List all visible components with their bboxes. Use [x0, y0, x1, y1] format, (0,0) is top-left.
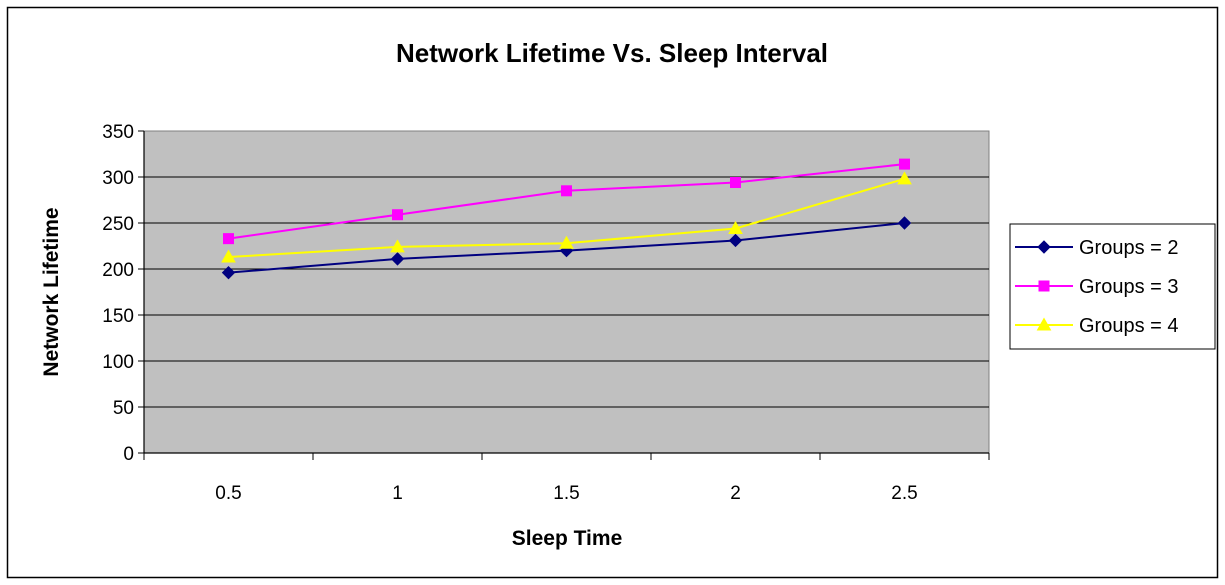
data-point [1038, 280, 1050, 292]
y-tick-label: 200 [102, 260, 134, 281]
legend-label: Groups = 2 [1079, 237, 1179, 259]
axes [138, 130, 990, 460]
x-tick-label: 1 [392, 483, 403, 504]
data-point [392, 209, 403, 221]
y-tick-label: 250 [102, 214, 134, 235]
data-point [559, 235, 574, 249]
plot-area [143, 130, 990, 454]
x-axis-title: Sleep Time [512, 527, 623, 550]
data-point [899, 158, 910, 170]
data-point [897, 171, 912, 185]
y-tick-label: 100 [102, 352, 134, 373]
data-point [561, 185, 572, 197]
data-point [897, 216, 912, 230]
x-tick-labels: 0.5 1 1.5 2 2.5 [215, 483, 917, 504]
data-point [221, 249, 236, 263]
data-point [728, 221, 743, 235]
legend-item: Groups = 2 [1015, 237, 1179, 259]
legend-label: Groups = 3 [1079, 276, 1179, 298]
legend-label: Groups = 4 [1079, 315, 1179, 337]
y-tick-label: 50 [113, 398, 134, 419]
legend-item: Groups = 3 [1015, 276, 1179, 298]
data-point [390, 252, 405, 266]
legend-item: Groups = 4 [1015, 315, 1179, 337]
y-tick-label: 0 [123, 444, 134, 465]
data-point [390, 239, 405, 253]
series [223, 158, 910, 245]
data-point [728, 233, 743, 248]
series-group [221, 158, 912, 280]
data-point [730, 177, 741, 189]
data-point [1037, 240, 1051, 254]
data-point [221, 265, 236, 280]
series [221, 216, 912, 280]
legend: Groups = 2 Groups = 3 Groups = 4 [1009, 223, 1216, 350]
legend-items: Groups = 2 Groups = 3 Groups = 4 [1015, 237, 1179, 337]
series [221, 171, 912, 263]
x-tick-label: 1.5 [553, 483, 579, 504]
data-point [1036, 317, 1052, 331]
y-tick-labels: 0 50 100 150 200 250 300 350 [102, 122, 134, 465]
x-tick-label: 0.5 [215, 483, 241, 504]
y-tick-label: 350 [102, 122, 134, 143]
gridlines [144, 176, 989, 408]
y-axis-title: Network Lifetime [40, 207, 63, 376]
x-tick-label: 2 [730, 483, 741, 504]
data-point [223, 233, 234, 245]
y-tick-label: 300 [102, 168, 134, 189]
chart-title: Network Lifetime Vs. Sleep Interval [396, 38, 828, 68]
y-tick-label: 150 [102, 306, 134, 327]
x-tick-label: 2.5 [891, 483, 917, 504]
